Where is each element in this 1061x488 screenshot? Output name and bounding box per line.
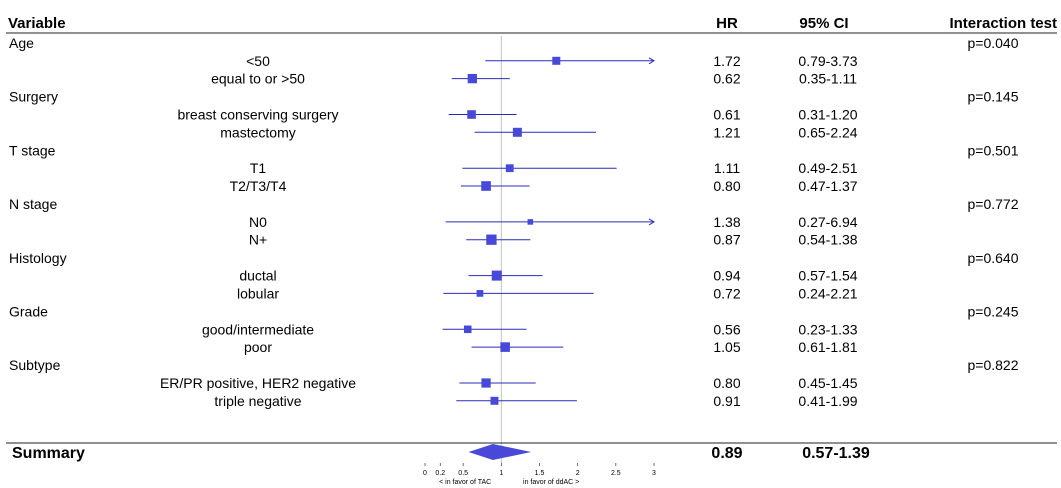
hr-value: 0.87 bbox=[713, 232, 740, 248]
ci-value: 0.41-1.99 bbox=[798, 393, 857, 409]
hr-marker bbox=[490, 396, 499, 405]
hr-value: 1.38 bbox=[713, 214, 740, 230]
header-variable: Variable bbox=[8, 15, 66, 32]
axis-tick-label: 0 bbox=[423, 470, 427, 477]
hr-marker bbox=[512, 127, 522, 137]
ci-value: 0.49-2.51 bbox=[798, 160, 857, 176]
hr-marker bbox=[552, 56, 561, 65]
ci-arrow bbox=[648, 57, 655, 65]
forest-rows: Age p=0.040 <50 1.72 0.79-3.73 equal to or >5… bbox=[9, 35, 1019, 463]
ci-value: 0.23-1.33 bbox=[798, 321, 857, 337]
interaction-p-value: p=0.640 bbox=[968, 250, 1019, 266]
hr-value: 0.62 bbox=[713, 71, 740, 87]
ci-value: 0.65-2.24 bbox=[798, 124, 857, 140]
subgroup-label: breast conserving surgery bbox=[177, 107, 338, 123]
hr-value: 0.61 bbox=[713, 107, 740, 123]
ci-value: 0.24-2.21 bbox=[798, 285, 857, 301]
axis-tick-label: 0.5 bbox=[458, 470, 468, 477]
subgroup-label: triple negative bbox=[214, 393, 301, 409]
subgroup-label: lobular bbox=[237, 285, 279, 301]
subgroup-label: good/intermediate bbox=[202, 321, 314, 337]
hr-value: 1.21 bbox=[713, 124, 740, 140]
group-label: Histology bbox=[9, 250, 67, 266]
ci-value: 0.54-1.38 bbox=[798, 232, 857, 248]
subgroup-label: ductal bbox=[239, 268, 276, 284]
subgroup-label: T2/T3/T4 bbox=[230, 178, 287, 194]
axis-tick-label: 2.5 bbox=[611, 470, 621, 477]
subgroup-label: N0 bbox=[249, 214, 267, 230]
hr-marker bbox=[527, 219, 534, 225]
subgroup-label: poor bbox=[244, 339, 272, 355]
summary-hr: 0.89 bbox=[711, 445, 742, 462]
hr-value: 0.94 bbox=[713, 268, 740, 284]
ci-value: 0.47-1.37 bbox=[798, 178, 857, 194]
hr-marker bbox=[481, 181, 491, 191]
hr-marker bbox=[491, 270, 502, 281]
group-label: Age bbox=[9, 35, 34, 51]
group-label: N stage bbox=[9, 196, 57, 212]
axis-tick-label: 2 bbox=[576, 470, 580, 477]
hr-marker bbox=[467, 73, 477, 84]
interaction-p-value: p=0.772 bbox=[968, 196, 1019, 212]
header-hr: HR bbox=[716, 15, 738, 32]
hr-value: 0.80 bbox=[713, 178, 740, 194]
group-label: Surgery bbox=[9, 89, 58, 105]
hr-marker bbox=[505, 164, 514, 173]
axis-tick-label: 1.5 bbox=[535, 470, 545, 477]
x-axis: 0 0.2 0.5 1 1.5 2 2.5 3 bbox=[423, 463, 656, 477]
favor-left-label: < in favor of TAC bbox=[439, 479, 491, 486]
ci-value: 0.31-1.20 bbox=[798, 107, 857, 123]
ci-arrow bbox=[648, 218, 655, 226]
hr-value: 0.91 bbox=[713, 393, 740, 409]
favor-right-label: in favor of ddAC > bbox=[523, 479, 579, 486]
interaction-p-value: p=0.245 bbox=[968, 304, 1019, 320]
summary-label: Summary bbox=[12, 445, 85, 462]
interaction-p-value: p=0.145 bbox=[968, 89, 1019, 105]
summary-diamond bbox=[468, 444, 532, 460]
subgroup-label: mastectomy bbox=[220, 124, 295, 140]
interaction-p-value: p=0.501 bbox=[968, 142, 1019, 158]
ci-value: 0.35-1.11 bbox=[799, 71, 857, 87]
group-label: Subtype bbox=[9, 357, 61, 373]
subgroup-label: <50 bbox=[246, 53, 270, 69]
axis-tick-label: 3 bbox=[652, 470, 656, 477]
hr-marker bbox=[500, 342, 510, 352]
interaction-p-value: p=0.822 bbox=[968, 357, 1019, 373]
subgroup-label: equal to or >50 bbox=[211, 71, 305, 87]
group-label: T stage bbox=[9, 142, 56, 158]
hr-value: 1.05 bbox=[713, 339, 740, 355]
header-ci: 95% CI bbox=[799, 15, 848, 32]
group-label: Grade bbox=[9, 304, 48, 320]
axis-tick-label: 1 bbox=[499, 470, 503, 477]
hr-value: 1.72 bbox=[713, 53, 740, 69]
ci-value: 0.45-1.45 bbox=[798, 375, 857, 391]
ci-value: 0.61-1.81 bbox=[798, 339, 857, 355]
hr-marker bbox=[486, 234, 497, 245]
subgroup-label: N+ bbox=[249, 232, 267, 248]
ci-value: 0.79-3.73 bbox=[798, 53, 857, 69]
hr-value: 0.80 bbox=[713, 375, 740, 391]
hr-value: 0.72 bbox=[713, 285, 740, 301]
axis-tick-label: 0.2 bbox=[435, 470, 445, 477]
interaction-p-value: p=0.040 bbox=[968, 35, 1019, 51]
hr-value: 1.11 bbox=[714, 160, 740, 176]
hr-marker bbox=[476, 290, 484, 297]
summary-ci: 0.57-1.39 bbox=[802, 445, 870, 462]
subgroup-label: ER/PR positive, HER2 negative bbox=[160, 375, 356, 391]
subgroup-label: T1 bbox=[250, 160, 267, 176]
header-interaction: Interaction test bbox=[949, 15, 1057, 32]
hr-value: 0.56 bbox=[713, 321, 740, 337]
hr-marker bbox=[463, 325, 472, 334]
ci-value: 0.27-6.94 bbox=[798, 214, 857, 230]
ci-value: 0.57-1.54 bbox=[798, 268, 857, 284]
hr-marker bbox=[467, 110, 476, 119]
hr-marker bbox=[481, 378, 491, 388]
